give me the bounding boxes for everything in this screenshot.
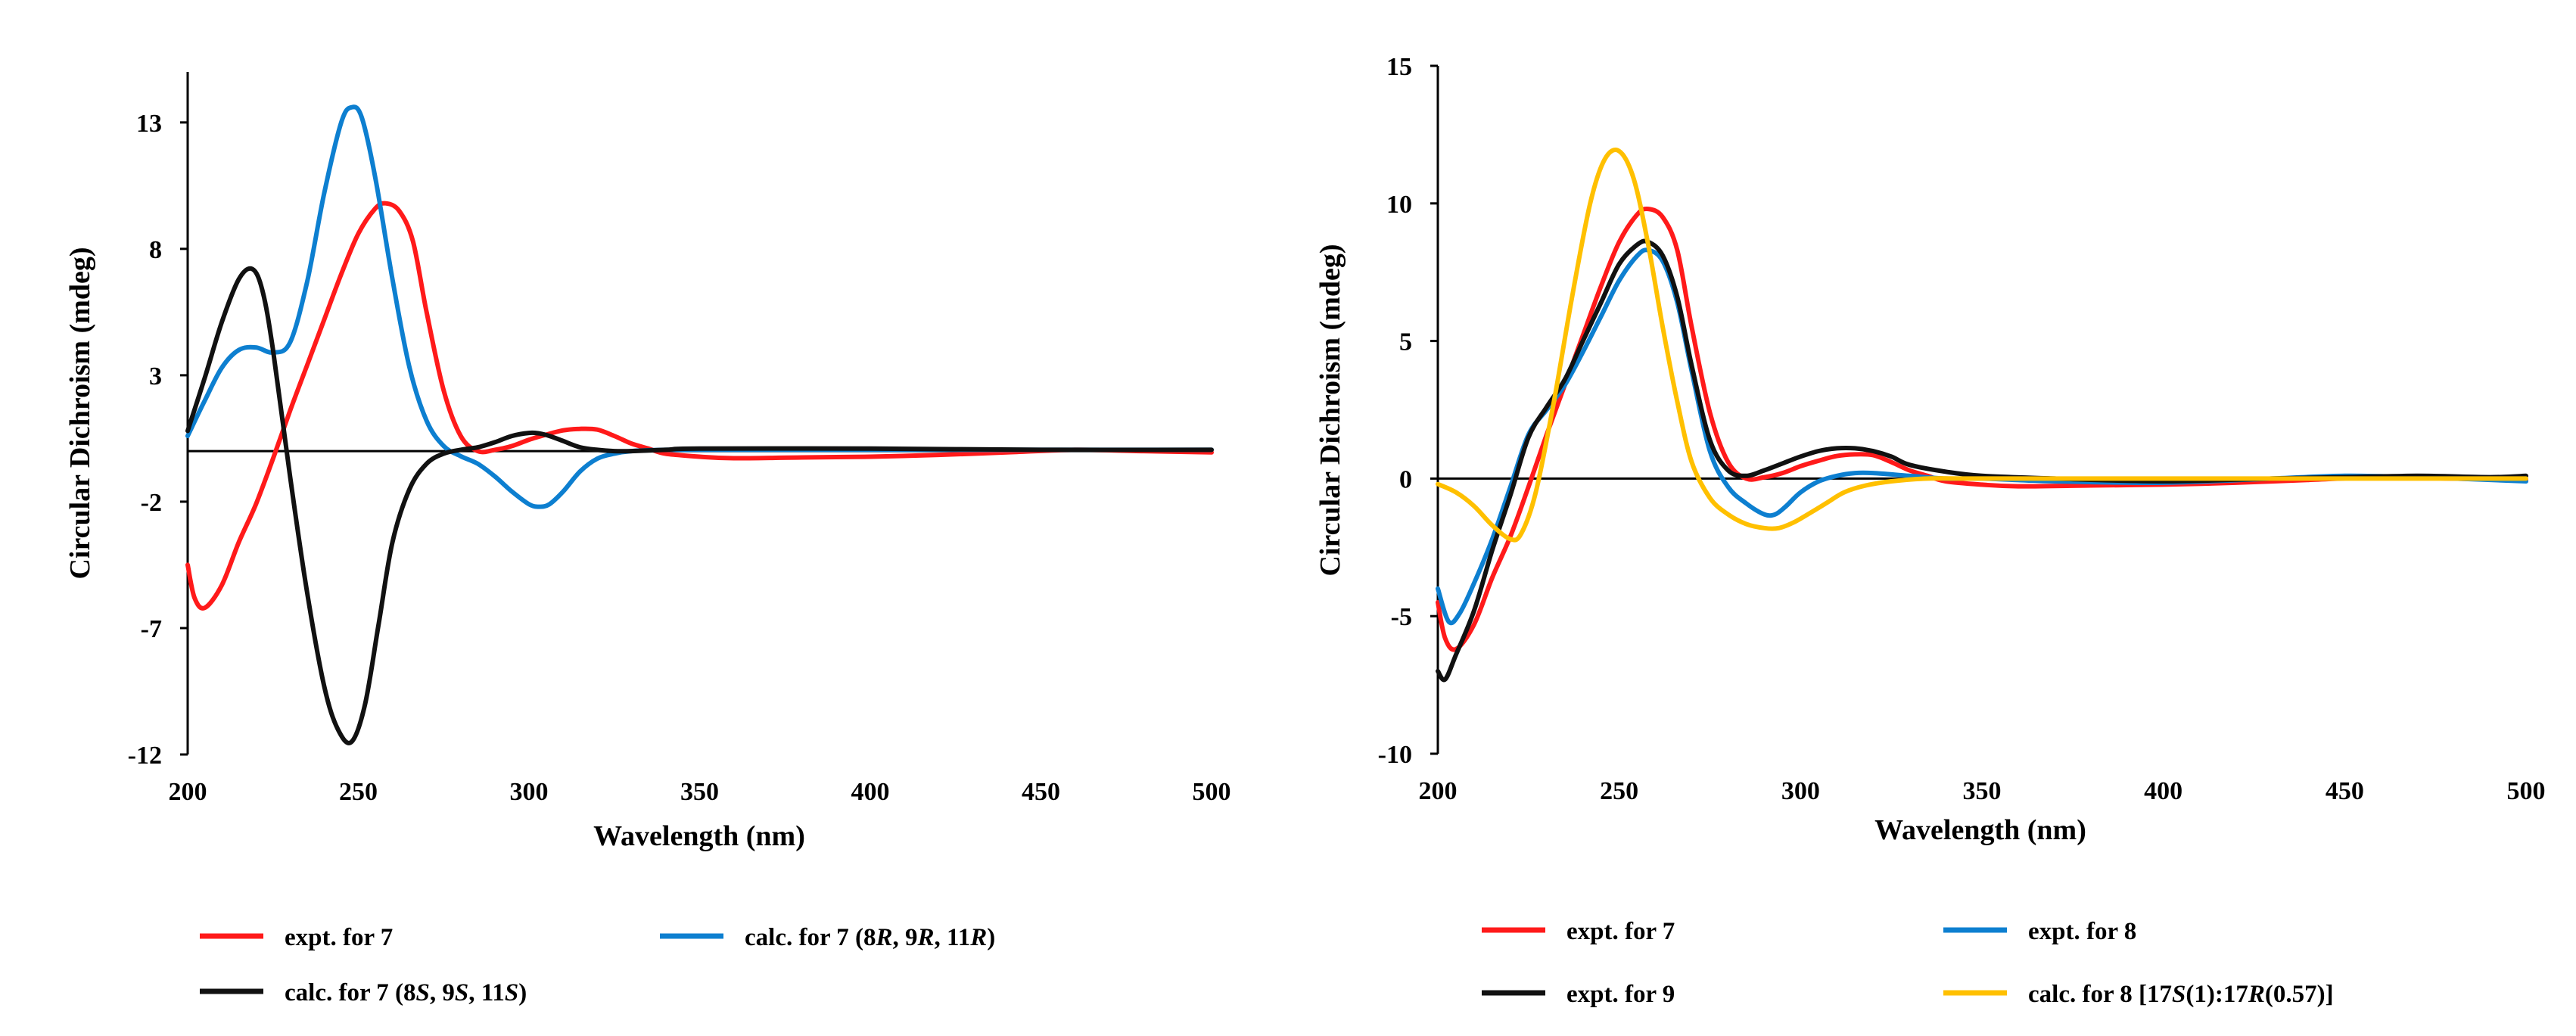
legend-label-part: S <box>505 979 518 1006</box>
series-line-3 <box>1436 238 2528 683</box>
y-tick-label: -10 <box>1378 741 1412 769</box>
legend-label-part: , 9 <box>430 979 455 1006</box>
y-axis-title: Circular Dichroism (mdeg) <box>64 247 96 579</box>
legend-label-part: expt. for 7 <box>285 924 393 951</box>
x-axis-title: Wavelength (nm) <box>1874 814 2086 846</box>
legend-label-part: S <box>455 979 468 1006</box>
x-tick-label: 350 <box>1963 777 2002 805</box>
legend-entry: expt. for 8 <box>1943 918 2136 945</box>
x-tick-label: 400 <box>2144 777 2182 805</box>
y-tick-label: -7 <box>141 615 162 643</box>
legend-label: expt. for 8 <box>2028 918 2136 945</box>
legend-label-part: calc. for 7 (8 <box>745 924 876 951</box>
legend-label-part: calc. for 7 (8 <box>285 979 416 1006</box>
x-tick-label: 450 <box>2326 777 2364 805</box>
legend-entry: calc. for 7 (8S, 9S, 11S) <box>200 979 527 1006</box>
y-tick-label: 0 <box>1399 465 1412 493</box>
legend-label-part: , 11 <box>468 979 505 1006</box>
x-tick-label: 300 <box>510 778 549 806</box>
series-line-1 <box>185 201 1214 611</box>
x-tick-label: 200 <box>169 778 207 806</box>
legend-label-part: (1):17 <box>2186 981 2248 1008</box>
x-tick-label: 500 <box>1193 778 1231 806</box>
legend-entry: expt. for 7 <box>200 924 393 951</box>
legend-entry: calc. for 8 [17S(1):17R(0.57)] <box>1943 981 2334 1008</box>
y-tick-label: 15 <box>1386 53 1412 81</box>
chart-1: -12 -7 -2 3 8 13 200 250 300 350 400 450 500 Waveleng… <box>64 72 1231 1006</box>
legend-label-part: ) <box>518 979 527 1006</box>
y-tick-label: 8 <box>149 236 162 264</box>
legend-entry: expt. for 7 <box>1482 918 1675 945</box>
legend-entry: expt. for 9 <box>1482 981 1675 1008</box>
legend-label-part: R <box>917 924 935 951</box>
legend-label-part: R <box>969 924 987 951</box>
legend-label: expt. for 7 <box>1566 918 1675 945</box>
legend-label-part: calc. for 8 [17 <box>2028 981 2172 1008</box>
x-tick-label: 300 <box>1781 777 1820 805</box>
legend-label: calc. for 7 (8R, 9R, 11R) <box>745 924 995 951</box>
y-tick-label: -5 <box>1391 603 1412 631</box>
series-line-4 <box>1436 148 2528 543</box>
legend-entry: calc. for 7 (8R, 9R, 11R) <box>660 924 995 951</box>
legend-label-part: R <box>876 924 893 951</box>
x-tick-label: 400 <box>851 778 890 806</box>
y-tick-label: 5 <box>1399 328 1412 356</box>
x-tick-label: 250 <box>339 778 378 806</box>
legend-label-part: R <box>2248 981 2265 1008</box>
legend-label-part: , 11 <box>935 924 971 951</box>
legend-label-part: expt. for 8 <box>2028 918 2136 945</box>
legend-label: expt. for 9 <box>1566 981 1675 1008</box>
x-tick-label: 450 <box>1022 778 1060 806</box>
legend-label: expt. for 7 <box>285 924 393 951</box>
series-line-1 <box>1436 206 2528 652</box>
y-tick-label: -12 <box>128 742 162 770</box>
y-tick-label: 13 <box>136 110 162 138</box>
x-tick-label: 350 <box>680 778 719 806</box>
y-tick-label: 10 <box>1386 191 1412 219</box>
legend-label: calc. for 7 (8S, 9S, 11S) <box>285 979 527 1006</box>
x-tick-label: 200 <box>1419 777 1458 805</box>
y-tick-label: -2 <box>141 489 162 517</box>
x-tick-label: 250 <box>1600 777 1638 805</box>
y-tick-label: 3 <box>149 362 162 390</box>
legend-label-part: expt. for 7 <box>1566 918 1675 945</box>
legend-label: calc. for 8 [17S(1):17R(0.57)] <box>2028 981 2334 1008</box>
legend-label-part: S <box>416 979 430 1006</box>
chart-2: -10 -5 0 5 10 15 200 250 300 350 400 450 500 Waveleng… <box>1314 53 2546 1008</box>
legend-label-part: , 9 <box>893 924 918 951</box>
legend-label-part: S <box>2172 981 2186 1008</box>
y-axis-title: Circular Dichroism (mdeg) <box>1314 244 1346 576</box>
legend-label-part: expt. for 9 <box>1566 981 1675 1008</box>
legend-label-part: (0.57)] <box>2265 981 2334 1008</box>
x-tick-label: 500 <box>2507 777 2546 805</box>
series-line-3 <box>185 266 1214 745</box>
x-axis-title: Wavelength (nm) <box>593 820 805 852</box>
legend-label-part: ) <box>987 924 995 951</box>
